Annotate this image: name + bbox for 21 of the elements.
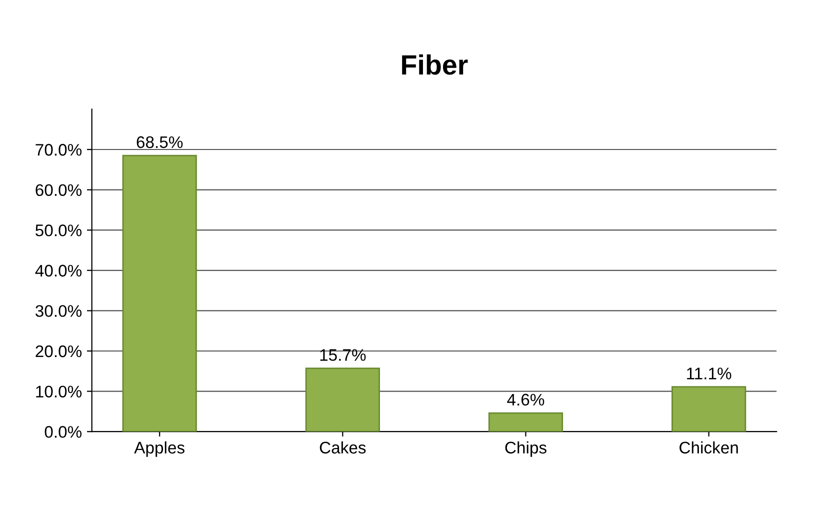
x-tick-label: Cakes bbox=[320, 441, 366, 454]
bar bbox=[672, 386, 746, 432]
x-tick-label: Apples bbox=[134, 441, 184, 457]
bar bbox=[305, 368, 380, 432]
bar bbox=[488, 412, 564, 432]
y-tick-label: 0.0% bbox=[44, 426, 82, 438]
y-tick-label: 40.0% bbox=[35, 264, 82, 277]
y-tick-label: 50.0% bbox=[36, 224, 82, 236]
bar bbox=[122, 154, 197, 432]
data-label: 15.7% bbox=[320, 349, 366, 361]
x-tick-label: Chips bbox=[505, 441, 546, 457]
x-tick-label: Chicken bbox=[680, 441, 738, 454]
y-tick-label: 20.0% bbox=[36, 345, 82, 358]
data-label: 4.6% bbox=[507, 394, 544, 406]
chart-title: Fiber bbox=[402, 54, 468, 75]
y-tick-label: 30.0% bbox=[36, 305, 82, 317]
y-tick-label: 70.0% bbox=[36, 144, 82, 156]
y-tick-label: 60.0% bbox=[36, 184, 82, 196]
data-label: 11.1% bbox=[687, 368, 732, 380]
y-tick-label: 10.0% bbox=[36, 386, 82, 398]
data-label: 68.5% bbox=[136, 136, 183, 148]
